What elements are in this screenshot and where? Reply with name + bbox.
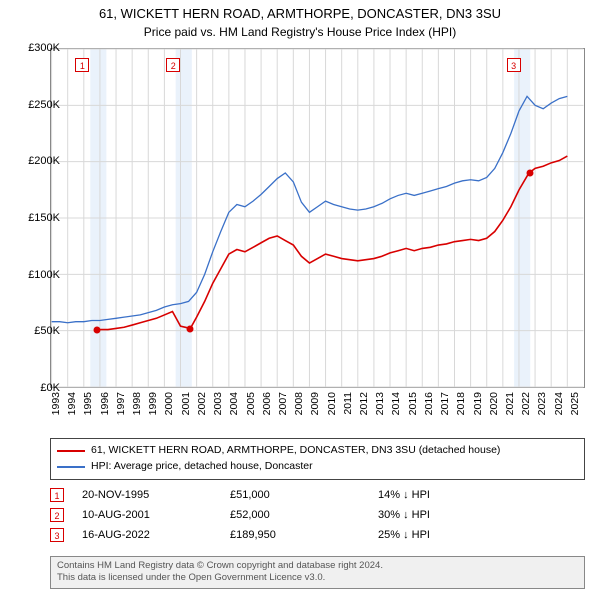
x-tick-label: 1996 (99, 392, 111, 415)
event-row: 3 16-AUG-2022 £189,950 25% ↓ HPI (50, 528, 585, 542)
event-marker-label: 3 (507, 58, 521, 72)
x-tick-label: 2005 (245, 392, 257, 415)
event-marker-label: 1 (75, 58, 89, 72)
plot-svg (51, 49, 584, 387)
x-tick-label: 1993 (50, 392, 62, 415)
y-tick-label: £100K (28, 269, 60, 281)
x-tick-label: 2014 (390, 392, 402, 415)
x-tick-label: 2007 (277, 392, 289, 415)
legend-swatch (57, 450, 85, 452)
event-price: £51,000 (230, 489, 360, 501)
x-tick-label: 2015 (407, 392, 419, 415)
event-row: 2 10-AUG-2001 £52,000 30% ↓ HPI (50, 508, 585, 522)
y-tick-label: £300K (28, 42, 60, 54)
x-tick-label: 2003 (212, 392, 224, 415)
event-delta: 30% ↓ HPI (378, 509, 508, 521)
event-marker-dot (93, 327, 100, 334)
x-tick-label: 2006 (261, 392, 273, 415)
x-tick-label: 2020 (488, 392, 500, 415)
x-tick-label: 2013 (374, 392, 386, 415)
x-tick-label: 1995 (82, 392, 94, 415)
event-delta: 14% ↓ HPI (378, 489, 508, 501)
footer: Contains HM Land Registry data © Crown c… (50, 556, 585, 589)
legend-swatch (57, 466, 85, 468)
x-tick-label: 2010 (326, 392, 338, 415)
x-tick-label: 2012 (358, 392, 370, 415)
x-tick-label: 2002 (196, 392, 208, 415)
x-tick-label: 1997 (115, 392, 127, 415)
y-tick-label: £200K (28, 155, 60, 167)
footer-line: Contains HM Land Registry data © Crown c… (57, 560, 578, 572)
x-tick-label: 2009 (309, 392, 321, 415)
event-delta: 25% ↓ HPI (378, 529, 508, 541)
x-tick-label: 2024 (553, 392, 565, 415)
chart-container: 61, WICKETT HERN ROAD, ARMTHORPE, DONCAS… (0, 0, 600, 590)
event-marker-label: 3 (50, 528, 64, 542)
x-tick-label: 2001 (180, 392, 192, 415)
x-tick-label: 2000 (163, 392, 175, 415)
y-tick-label: £250K (28, 99, 60, 111)
x-tick-label: 1998 (131, 392, 143, 415)
event-price: £189,950 (230, 529, 360, 541)
plot-area (50, 48, 585, 388)
x-tick-label: 2018 (455, 392, 467, 415)
event-marker-label: 2 (166, 58, 180, 72)
x-tick-label: 1994 (66, 392, 78, 415)
y-tick-label: £50K (34, 325, 60, 337)
event-date: 10-AUG-2001 (82, 509, 212, 521)
x-tick-label: 2021 (504, 392, 516, 415)
legend: 61, WICKETT HERN ROAD, ARMTHORPE, DONCAS… (50, 438, 585, 480)
event-price: £52,000 (230, 509, 360, 521)
x-tick-label: 2025 (569, 392, 581, 415)
footer-line: This data is licensed under the Open Gov… (57, 572, 578, 584)
chart-subtitle: Price paid vs. HM Land Registry's House … (0, 25, 600, 39)
x-tick-label: 2023 (536, 392, 548, 415)
y-tick-label: £150K (28, 212, 60, 224)
x-tick-label: 2011 (342, 392, 354, 415)
x-tick-label: 2016 (423, 392, 435, 415)
legend-label: HPI: Average price, detached house, Donc… (91, 459, 313, 475)
event-marker-label: 2 (50, 508, 64, 522)
legend-row-property: 61, WICKETT HERN ROAD, ARMTHORPE, DONCAS… (57, 443, 578, 459)
x-tick-label: 2004 (228, 392, 240, 415)
event-marker-dot (527, 169, 534, 176)
legend-row-hpi: HPI: Average price, detached house, Donc… (57, 459, 578, 475)
x-tick-label: 2022 (520, 392, 532, 415)
events-table: 1 20-NOV-1995 £51,000 14% ↓ HPI 2 10-AUG-2001… (50, 482, 585, 548)
legend-label: 61, WICKETT HERN ROAD, ARMTHORPE, DONCAS… (91, 443, 500, 459)
x-tick-label: 2008 (293, 392, 305, 415)
event-marker-label: 1 (50, 488, 64, 502)
x-tick-label: 2017 (439, 392, 451, 415)
event-row: 1 20-NOV-1995 £51,000 14% ↓ HPI (50, 488, 585, 502)
x-tick-label: 1999 (147, 392, 159, 415)
x-tick-label: 2019 (472, 392, 484, 415)
event-date: 16-AUG-2022 (82, 529, 212, 541)
event-marker-dot (186, 326, 193, 333)
chart-title: 61, WICKETT HERN ROAD, ARMTHORPE, DONCAS… (0, 0, 600, 23)
event-date: 20-NOV-1995 (82, 489, 212, 501)
